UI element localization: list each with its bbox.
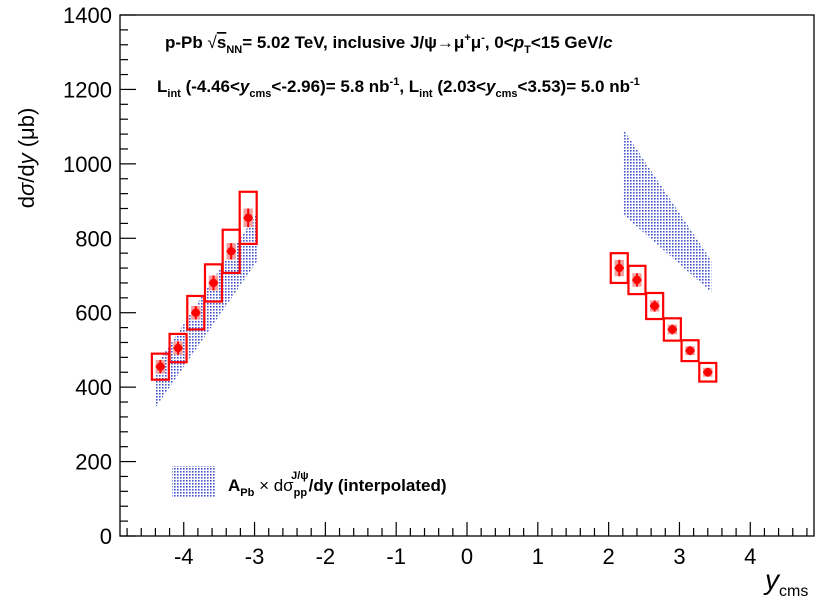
annotation-line-1: p-Pb √sNN= 5.02 TeV, inclusive J/ψ→μ+μ-,…: [165, 32, 613, 56]
syst-box: [698, 361, 718, 383]
x-axis: -4 -3 -2 -1 0 1 2 3 4: [126, 522, 808, 569]
data-point: [685, 346, 695, 355]
data-points: [156, 213, 712, 377]
y-tick-label: 400: [75, 375, 112, 400]
data-point: [703, 368, 712, 377]
data-point: [668, 325, 677, 334]
data-point: [191, 308, 200, 317]
syst-box: [150, 352, 170, 381]
syst-box: [168, 332, 188, 364]
data-point: [173, 343, 183, 353]
data-point: [632, 275, 642, 285]
model-band-0: [155, 212, 258, 408]
x-tick-label: 0: [461, 544, 473, 569]
x-tick-label: 2: [603, 544, 615, 569]
model-band-1: [622, 128, 712, 293]
data-point: [209, 278, 218, 288]
y-tick-label: 200: [75, 450, 112, 475]
annotation-line-2: Lint (-4.46<ycms<-2.96)= 5.8 nb-1, Lint …: [157, 76, 640, 100]
syst-box: [645, 291, 665, 321]
x-tick-label: -2: [316, 544, 336, 569]
y-tick-label: 1200: [63, 77, 112, 102]
y-axis: 0 200 400 600 800 1000 1200 1400: [63, 3, 136, 549]
syst-box: [186, 294, 206, 331]
data-point: [156, 362, 165, 371]
data-point: [615, 263, 624, 273]
legend: APb × dσppJ/ψ/dy (interpolated): [172, 466, 447, 499]
syst-box: [627, 264, 647, 296]
legend-label: APb × dσppJ/ψ/dy (interpolated): [228, 470, 447, 499]
syst-box: [203, 263, 224, 303]
x-tick-label: -3: [245, 544, 265, 569]
x-tick-label: 4: [744, 544, 756, 569]
y-tick-label: 600: [75, 301, 112, 326]
x-tick-label: -1: [386, 544, 406, 569]
data-point: [650, 301, 659, 311]
data-point: [243, 213, 253, 223]
x-tick-label: -4: [174, 544, 194, 569]
y-tick-label: 0: [100, 524, 112, 549]
y-tick-label: 1000: [63, 152, 112, 177]
syst-box: [680, 339, 700, 363]
data-point: [226, 247, 236, 256]
syst-box: [662, 317, 682, 342]
syst-box: [221, 228, 241, 274]
x-tick-label: 3: [673, 544, 685, 569]
model-bands: [155, 128, 712, 408]
x-tick-label: 1: [532, 544, 544, 569]
y-tick-label: 1400: [63, 3, 112, 28]
syst-box: [238, 190, 258, 245]
y-axis-title: dσ/dy (μb): [14, 108, 39, 209]
x-axis-title: ycms: [763, 564, 808, 600]
y-tick-label: 800: [75, 226, 112, 251]
legend-band-swatch: [172, 466, 216, 497]
